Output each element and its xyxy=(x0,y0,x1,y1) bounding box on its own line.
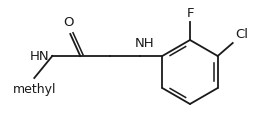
Text: O: O xyxy=(63,16,73,29)
Text: NH: NH xyxy=(134,37,154,50)
Text: methyl: methyl xyxy=(12,83,56,96)
Text: F: F xyxy=(186,7,194,20)
Text: Cl: Cl xyxy=(236,28,249,41)
Text: HN: HN xyxy=(30,50,49,62)
